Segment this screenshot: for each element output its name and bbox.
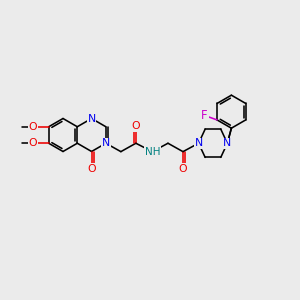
Text: O: O: [87, 164, 96, 174]
Text: N: N: [194, 138, 203, 148]
Text: N: N: [88, 113, 96, 124]
Text: O: O: [29, 122, 38, 132]
Text: F: F: [201, 109, 208, 122]
Text: O: O: [179, 164, 187, 174]
Text: N: N: [223, 138, 232, 148]
Text: N: N: [102, 138, 110, 148]
Text: NH: NH: [145, 147, 160, 157]
Text: O: O: [132, 121, 140, 131]
Text: O: O: [29, 138, 38, 148]
